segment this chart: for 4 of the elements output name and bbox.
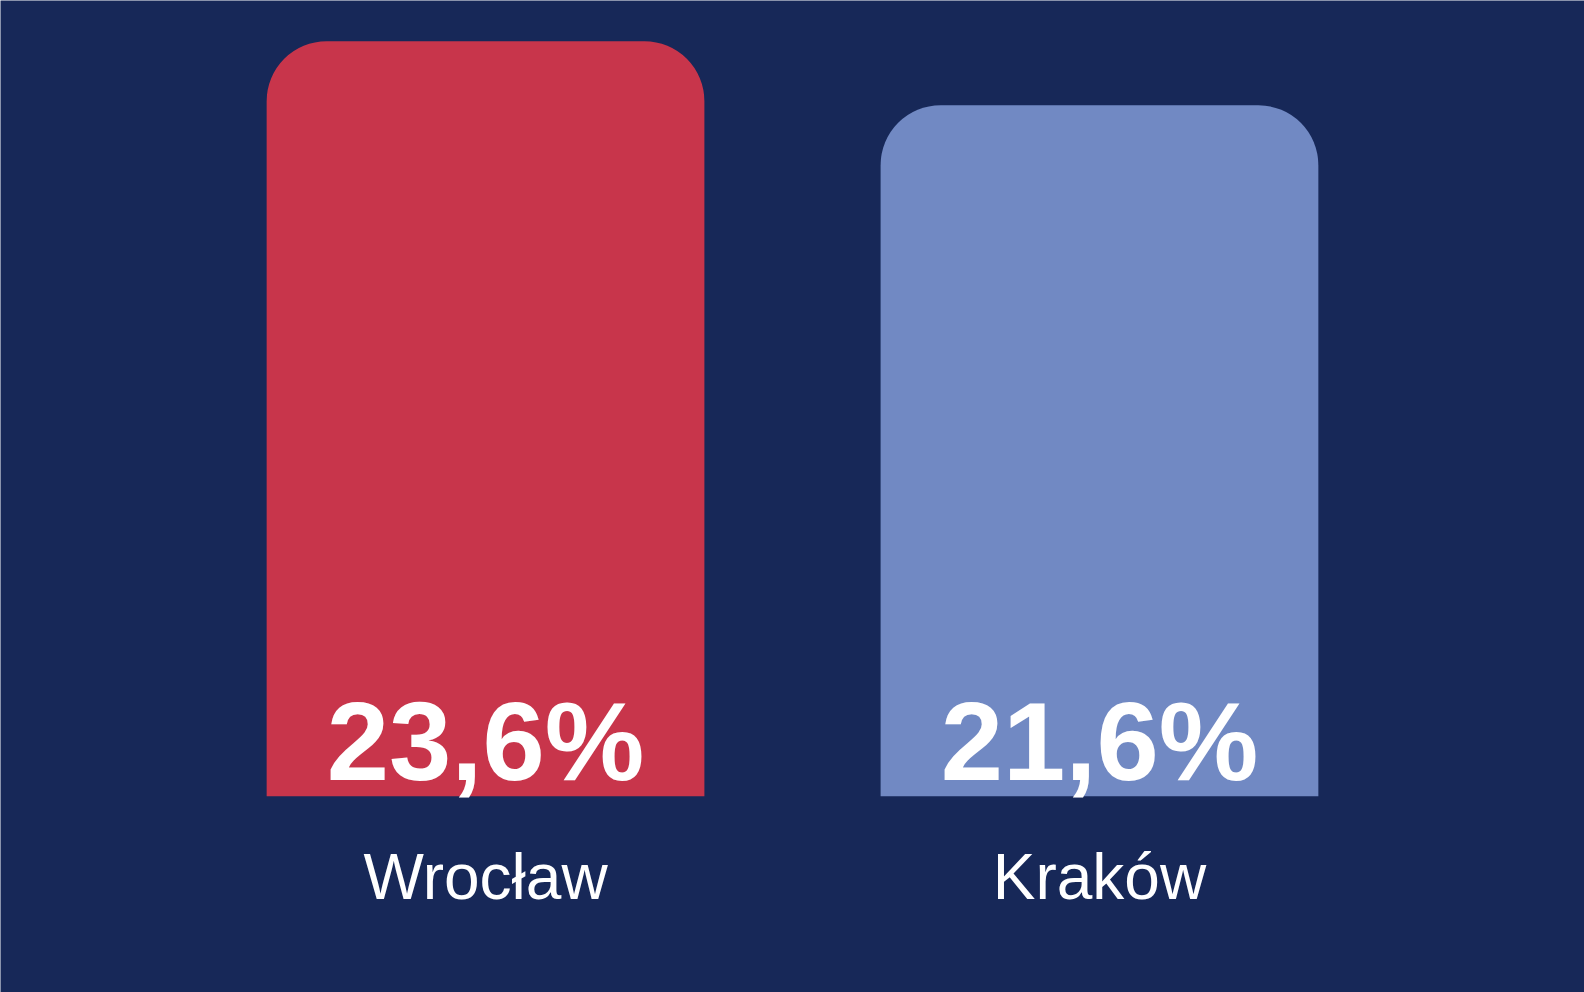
data-label: 21,6% [940, 679, 1259, 805]
x-tick-label: Wrocław [363, 840, 609, 913]
x-tick-label: Kraków [992, 840, 1207, 913]
data-label: 23,6% [326, 679, 645, 805]
